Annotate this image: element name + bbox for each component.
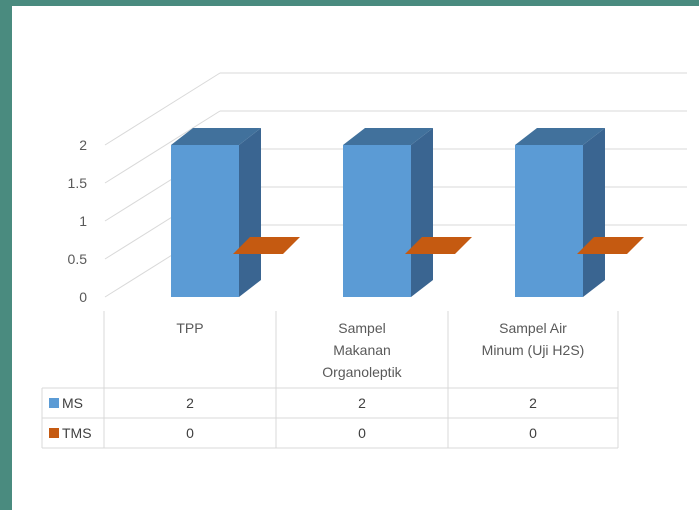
category-label: TPP [176, 320, 203, 336]
gridline-diagonal [104, 110, 221, 184]
bar-tms [405, 237, 472, 254]
category-label: Sampel [338, 320, 385, 336]
y-tick-label: 1 [79, 213, 87, 229]
category-label: Makanan [333, 342, 391, 358]
table-cell: 0 [529, 425, 537, 441]
category-label: Organoleptik [322, 364, 402, 380]
bar-ms-top [343, 128, 433, 145]
y-tick-label: 2 [79, 137, 87, 153]
bar-tms [233, 237, 300, 254]
y-axis-ticks: 0 0.5 1 1.5 2 [68, 137, 88, 305]
bar-ms-top [171, 128, 261, 145]
bar-ms-side [583, 128, 605, 297]
legend-swatch-ms [49, 398, 59, 408]
y-tick-label: 1.5 [68, 175, 88, 191]
bar-ms-top [515, 128, 605, 145]
gridline-diagonal [104, 72, 221, 146]
gridlines [104, 72, 687, 298]
category-label: Sampel Air [499, 320, 567, 336]
bar-ms-front [171, 145, 239, 297]
legend-label-ms: MS [62, 395, 83, 411]
legend-label-tms: TMS [62, 425, 92, 441]
table-cell: 2 [186, 395, 194, 411]
bar-ms-side [411, 128, 433, 297]
table-cell: 0 [358, 425, 366, 441]
bars [171, 128, 644, 297]
bar-ms-front [515, 145, 583, 297]
bar-ms-side [239, 128, 261, 297]
data-table: TPP Sampel Makanan Organoleptik Sampel Air Mi… [41, 311, 619, 449]
y-tick-label: 0 [79, 289, 87, 305]
category-label: Minum (Uji H2S) [482, 342, 585, 358]
bar-ms-front [343, 145, 411, 297]
y-tick-label: 0.5 [68, 251, 88, 267]
bar-tms [577, 237, 644, 254]
table-cell: 2 [358, 395, 366, 411]
table-cell: 0 [186, 425, 194, 441]
legend-swatch-tms [49, 428, 59, 438]
table-cell: 2 [529, 395, 537, 411]
